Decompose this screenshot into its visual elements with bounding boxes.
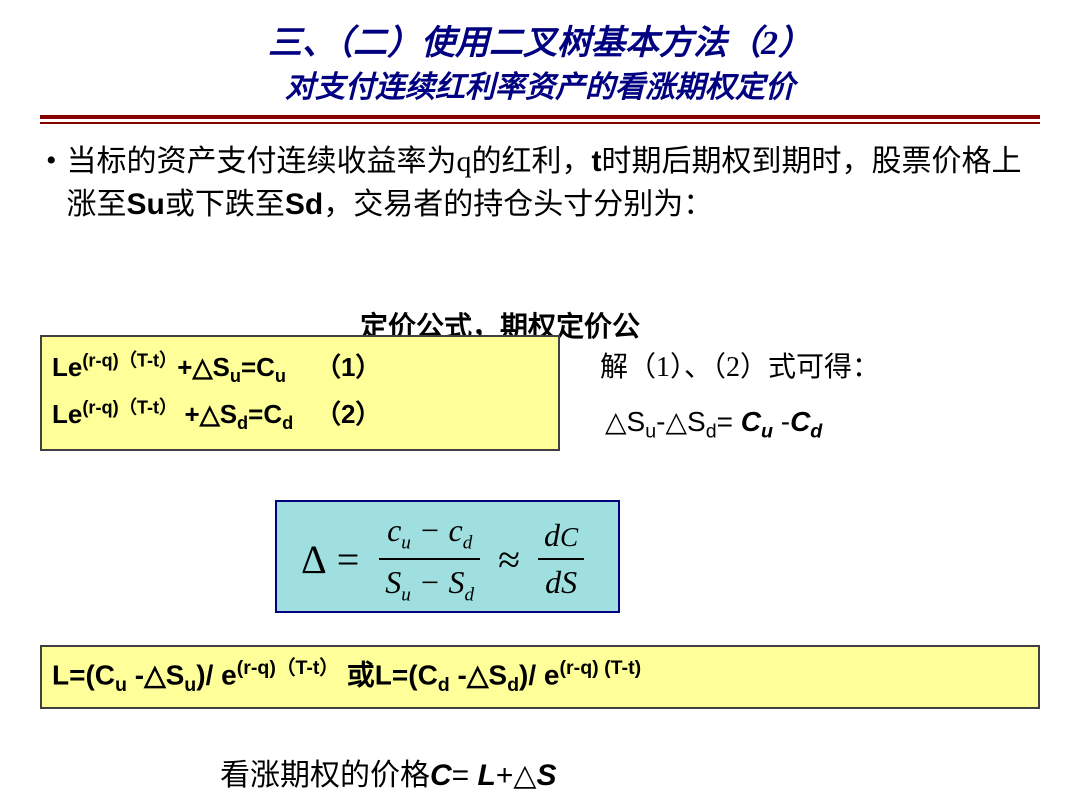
bullet-text: 当标的资产支付连续收益率为q的红利，t时期后期权到期时，股票价格上涨至Su或下跌… [67, 140, 1040, 227]
title-line-1: 三、（二）使用二叉树基本方法（2） [40, 20, 1040, 68]
bullet-marker: • [46, 140, 57, 182]
l-equation: L=(Cu -△Su)/ e(r-q)（T-t） 或L=(Cd -△Sd)/ e… [52, 653, 1028, 701]
title-line-2: 对支付连续红利率资产的看涨期权定价 [40, 68, 1040, 107]
footer-equation: 看涨期权的价格C= L+△S [220, 750, 556, 794]
delta-formula-box: Δ = cu − cd Su − Sd ≈ dC dS [275, 500, 620, 613]
delta-formula: Δ = cu − cd Su − Sd ≈ dC dS [301, 512, 594, 607]
equation-2: Le(r-q)（T-t） +△Sd=Cd （2） [52, 392, 548, 439]
title-rule [40, 115, 1040, 124]
solve-label: 解（1）、（2）式可得： [600, 345, 880, 385]
slide: 三、（二）使用二叉树基本方法（2） 对支付连续红利率资产的看涨期权定价 • 当标… [0, 0, 1080, 247]
equation-box-1: Le(r-q)（T-t）+△Su=Cu （1） Le(r-q)（T-t） +△S… [40, 335, 560, 451]
bullet-item: • 当标的资产支付连续收益率为q的红利，t时期后期权到期时，股票价格上涨至Su或… [46, 140, 1040, 227]
equation-box-2: L=(Cu -△Su)/ e(r-q)（T-t） 或L=(Cd -△Sd)/ e… [40, 645, 1040, 709]
equation-1: Le(r-q)（T-t）+△Su=Cu （1） [52, 345, 548, 392]
title-block: 三、（二）使用二叉树基本方法（2） 对支付连续红利率资产的看涨期权定价 [40, 20, 1040, 107]
delta-s-equation: △Su-△Sd= Cu -Cd [605, 405, 822, 444]
